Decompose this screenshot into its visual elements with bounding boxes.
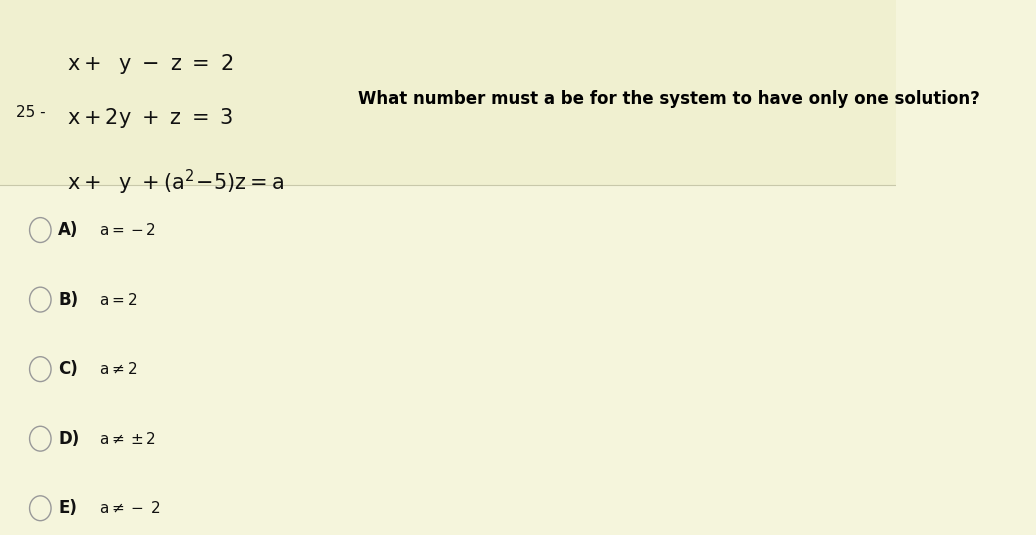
Text: 25 -: 25 - [17, 105, 46, 120]
Text: D): D) [58, 430, 80, 448]
Text: $\mathregular{a} \neq \pm 2$: $\mathregular{a} \neq \pm 2$ [98, 431, 155, 447]
Text: $\mathregular{a} = 2$: $\mathregular{a} = 2$ [98, 292, 137, 308]
Text: What number must a be for the system to have only one solution?: What number must a be for the system to … [358, 90, 980, 108]
Text: C): C) [58, 360, 78, 378]
Text: A): A) [58, 221, 79, 239]
Text: E): E) [58, 499, 77, 517]
Text: $\mathregular{x} +\ \ \mathregular{y}\ + (\mathregular{a}^2\!-\!5)\mathregular{z: $\mathregular{x} +\ \ \mathregular{y}\ +… [67, 167, 284, 196]
Text: $\mathregular{a} = -2$: $\mathregular{a} = -2$ [98, 222, 155, 238]
Text: $\mathregular{x} + 2\mathregular{y}\ +\ \mathregular{z}\ =\ 3$: $\mathregular{x} + 2\mathregular{y}\ +\ … [67, 106, 234, 129]
FancyBboxPatch shape [0, 0, 896, 185]
Text: $\mathregular{x} +\ \ \mathregular{y}\ -\ \mathregular{z}\ =\ 2$: $\mathregular{x} +\ \ \mathregular{y}\ -… [67, 52, 233, 76]
Text: $\mathregular{a} \neq 2$: $\mathregular{a} \neq 2$ [98, 361, 137, 377]
Text: B): B) [58, 291, 79, 309]
Text: $\mathregular{a} \neq -\ 2$: $\mathregular{a} \neq -\ 2$ [98, 500, 161, 516]
